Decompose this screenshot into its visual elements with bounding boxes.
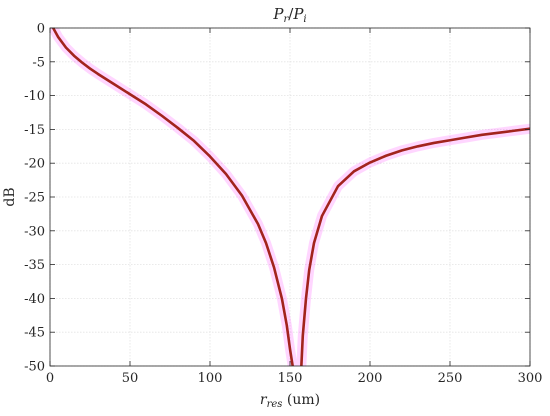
title-sub-b: i	[303, 14, 306, 25]
x-tick-label: 250	[438, 371, 463, 386]
x-tick-label: 0	[46, 371, 54, 386]
series-layer	[50, 28, 530, 366]
x-axis-label-rest: (um)	[282, 392, 320, 408]
x-tick-label: 200	[358, 371, 383, 386]
series-line	[51, 28, 530, 366]
x-axis-label-main: r	[260, 392, 268, 408]
title-sub-a: r	[283, 14, 289, 25]
x-axis-label: rres (um)	[260, 392, 320, 410]
y-tick-label: -30	[24, 224, 45, 239]
x-tick-label: 50	[122, 371, 139, 386]
y-tick-label: -40	[24, 292, 45, 307]
chart-title: Pr/Pi	[272, 5, 306, 25]
y-tick-label: -50	[24, 360, 45, 375]
y-tick-label: -35	[24, 258, 45, 273]
y-tick-label: -10	[24, 89, 45, 104]
title-main-b: P	[292, 5, 304, 23]
ticks: 0 50 100 150 200 250 300 0 -5 -10 -15 -20 -25 -30 -35 -…	[24, 22, 542, 387]
y-tick-label: -45	[24, 326, 45, 341]
y-axis-label: dB	[2, 187, 18, 206]
x-tick-label: 150	[278, 371, 303, 386]
y-tick-label: -20	[24, 157, 45, 172]
x-tick-label: 300	[518, 371, 543, 386]
title-slash: /	[288, 5, 294, 23]
title-main-a: P	[272, 5, 284, 23]
y-tick-label: -25	[24, 191, 45, 206]
y-tick-label: -15	[24, 123, 45, 138]
y-tick-label: 0	[37, 22, 45, 37]
x-tick-label: 100	[198, 371, 223, 386]
x-axis-label-sub: res	[267, 399, 283, 410]
y-tick-label: -5	[32, 55, 45, 70]
series-glow	[50, 28, 530, 366]
